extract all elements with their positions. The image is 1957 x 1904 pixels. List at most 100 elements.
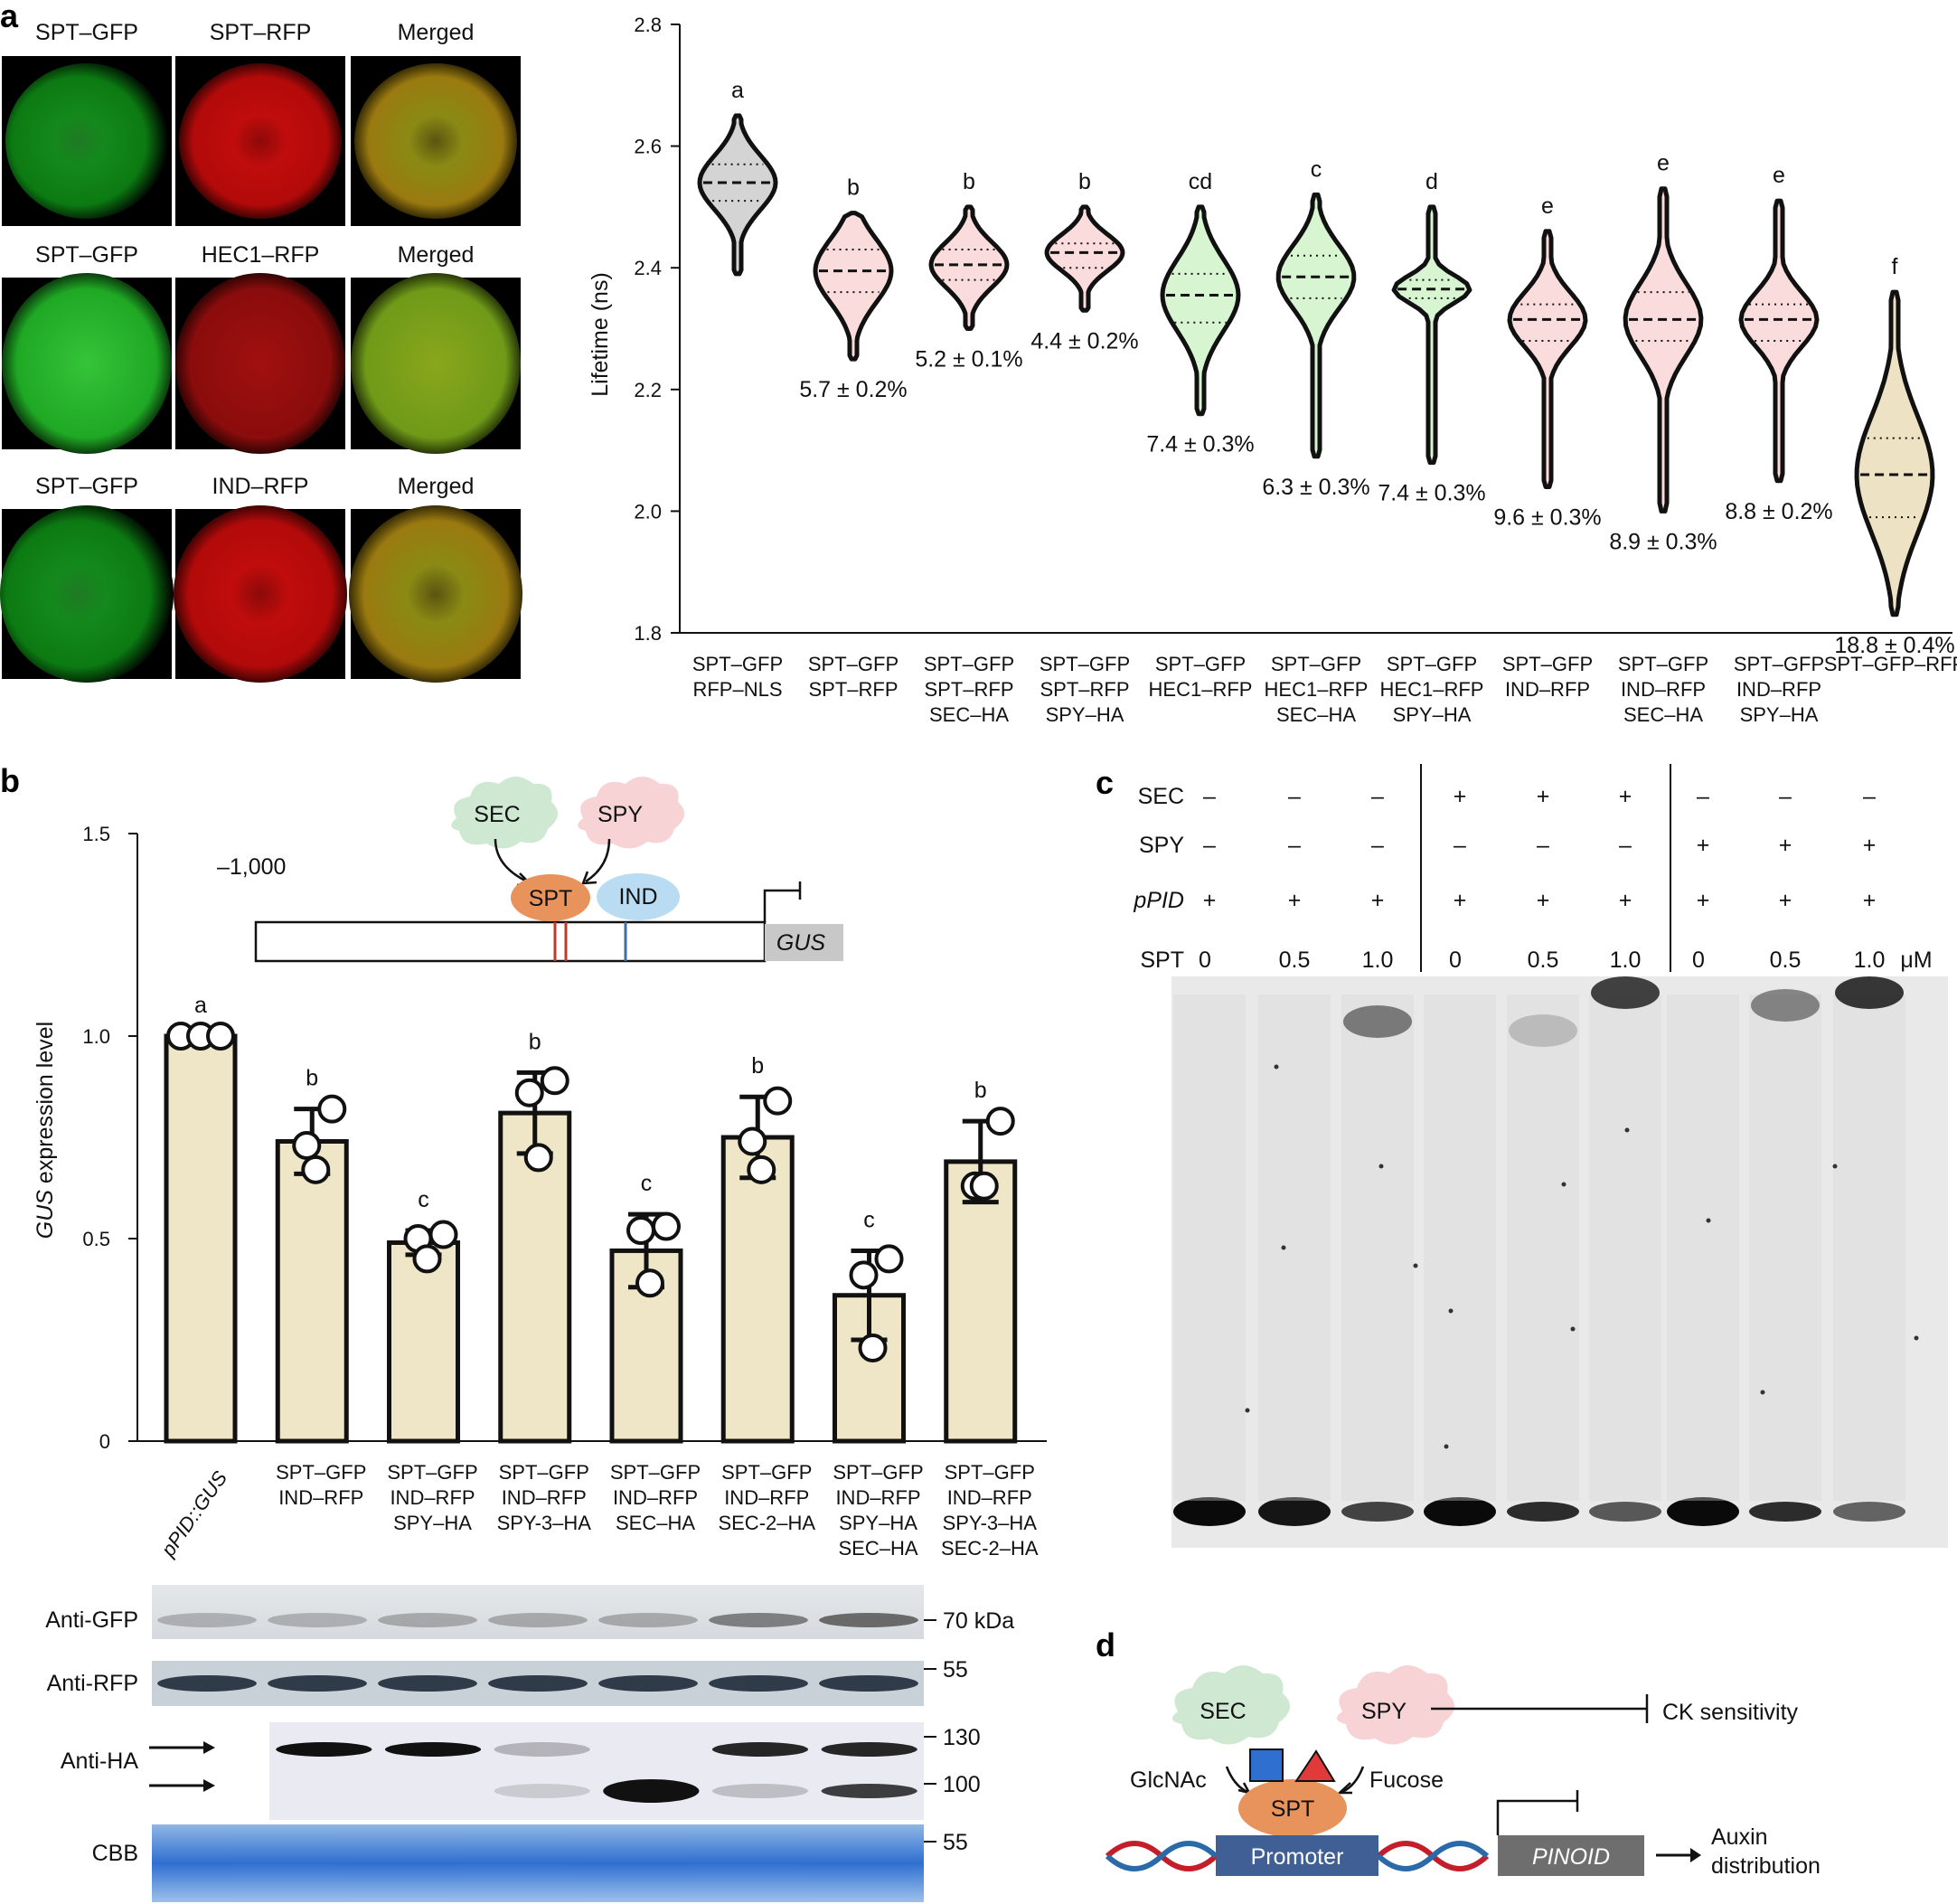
emsa-sec-0: – [1203,784,1216,809]
bar-y-tick-label: 0 [99,1430,110,1453]
violin-y-tick-label: 2.8 [634,14,662,36]
gel-speck-11 [1281,1245,1286,1250]
gel-speck-3 [1448,1308,1454,1314]
fucose-triangle [1294,1749,1336,1782]
nucleus-0-1 [179,63,342,219]
bar-point-5-2 [747,1155,776,1184]
bar-x-label-7-0: SPT–GFP [945,1461,1035,1484]
violin-efficiency-9: 8.8 ± 0.2% [1725,499,1832,524]
blot-cbb [152,1824,924,1902]
micrograph-label-1-0: SPT–GFP [35,242,138,268]
emsa-ppid-3: + [1454,888,1467,913]
emsa-spy-6: + [1697,833,1710,858]
auxin-label-2: distribution [1711,1853,1821,1879]
bar-point-5-1 [738,1126,767,1156]
gel-speck-10 [1245,1408,1250,1413]
ha-band-low-4 [711,1784,809,1798]
violin-efficiency-4: 7.4 ± 0.3% [1146,432,1254,457]
bar-x-label-7-2: SPY-3–HA [943,1512,1038,1534]
bar-x-label-6-0: SPT–GFP [833,1461,923,1484]
ha-band-high-5 [821,1742,917,1757]
violin-10 [1854,289,1935,617]
violin-y-tick-label: 2.6 [634,136,662,158]
gel-speck-4 [1561,1182,1567,1187]
spy-arrow [585,838,611,883]
free-probe-6 [1667,1497,1739,1526]
spy-cloud-label: SPY [597,802,643,827]
emsa-spy-0: – [1203,833,1216,858]
free-probe-3 [1424,1497,1496,1526]
marker-label-4: 55 [943,1830,968,1855]
bar-x-label-3-0: SPT–GFP [499,1461,589,1484]
violin-4 [1160,204,1241,417]
violin-x-label-1-1: SPT–RFP [808,678,898,701]
emsa-sec-8: – [1863,784,1876,809]
violin-x-label-5-1: HEC1–RFP [1265,678,1369,701]
bar-x-label-3-2: SPY-3–HA [497,1512,592,1534]
emsa-spt-0: 0 [1199,947,1211,973]
gel-speck-12 [1624,1127,1630,1133]
sec-cloud-label: SEC [474,802,520,827]
bar-point-4-2 [635,1268,664,1298]
emsa-spy-5: – [1619,833,1632,858]
emsa-sec-2: – [1371,784,1384,809]
gfp-band-4 [598,1613,698,1627]
bar-x-label-2-0: SPT–GFP [387,1461,477,1484]
emsa-spy-8: + [1863,833,1877,858]
bar-x-label-1-1: IND–RFP [278,1486,363,1509]
sec-cloud-d-label: SEC [1200,1699,1246,1724]
bar-point-2-2 [412,1244,442,1274]
bar-point-6-0 [874,1244,904,1274]
violin-x-label-2-0: SPT–GFP [924,653,1014,675]
violin-x-label-3-1: SPT–RFP [1040,678,1129,701]
violin-1 [813,211,894,362]
violin-x-label-0-1: RFP–NLS [692,678,782,701]
bar-x-label-6-1: IND–RFP [835,1486,920,1509]
emsa-ppid-2: + [1371,888,1385,913]
bar-x-label-3-1: IND–RFP [502,1486,587,1509]
violin-3 [1044,204,1125,313]
gfp-band-3 [488,1613,588,1627]
violin-efficiency-2: 5.2 ± 0.1% [915,347,1022,372]
violin-6 [1391,204,1472,466]
spt-ellipse-d-label: SPT [1271,1796,1315,1822]
violin-7 [1507,229,1588,489]
emsa-sec-4: + [1537,784,1550,809]
bar-point-7-2 [969,1171,999,1201]
bar-x-label-5-0: SPT–GFP [721,1461,812,1484]
violin-significance-7: e [1541,193,1554,219]
violin-significance-1: b [847,175,860,201]
violin-y-tick-label: 2.0 [634,500,662,523]
emsa-ppid-6: + [1697,888,1710,913]
bar-y-tick-label: 0.5 [82,1228,110,1250]
emsa-spt-5: 1.0 [1610,947,1642,973]
sec-cloud [451,777,559,849]
emsa-spt-2: 1.0 [1362,947,1394,973]
free-probe-7 [1749,1502,1821,1522]
emsa-sec-5: + [1619,784,1632,809]
tss-arrow [763,881,802,922]
free-probe-1 [1258,1497,1331,1526]
violin-x-label-6-0: SPT–GFP [1387,653,1477,675]
bar-x-label-6-3: SEC–HA [838,1537,917,1560]
emsa-spt-4: 0.5 [1528,947,1559,973]
violin-x-label-0-0: SPT–GFP [692,653,783,675]
emsa-spt-8: 1.0 [1854,947,1886,973]
violin-y-tick-label: 2.4 [634,257,662,279]
panel-letter-b: b [0,762,20,799]
bar-y-tick-label: 1.0 [82,1025,110,1048]
violin-x-label-8-2: SEC–HA [1623,703,1703,726]
bar-point-5-0 [763,1086,793,1116]
violin-efficiency-7: 9.6 ± 0.3% [1493,504,1601,530]
bar-x-label-4-2: SEC–HA [616,1512,695,1534]
gel-speck-7 [1760,1390,1765,1395]
violin-x-label-8-0: SPT–GFP [1618,653,1708,675]
gel-lane-4 [1507,994,1579,1501]
position-label: –1,000 [217,854,286,880]
violin-0 [697,113,778,277]
gel-speck-1 [1378,1164,1384,1169]
rfp-band-5 [709,1675,808,1692]
micrograph-label-0-1: SPT–RFP [210,20,312,45]
violin-efficiency-5: 6.3 ± 0.3% [1262,475,1369,500]
